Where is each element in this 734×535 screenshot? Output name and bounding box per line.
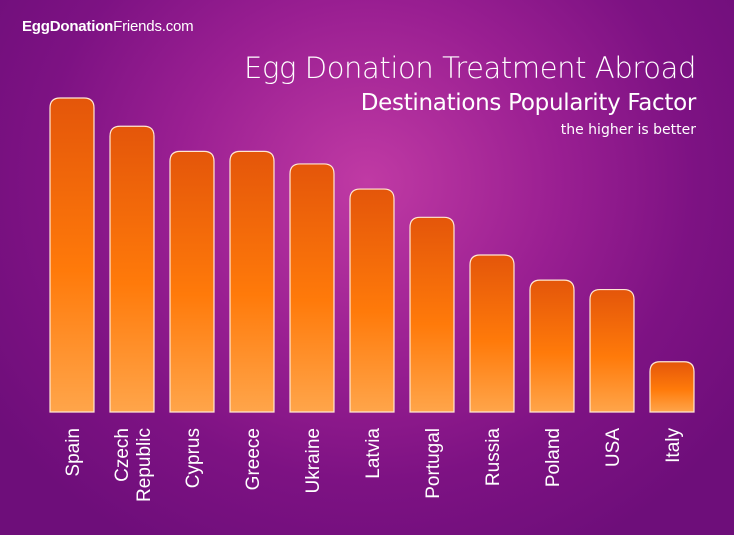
brand-name-regular: Friends.com — [113, 18, 194, 35]
tick-label-cyprus: Cyprus — [183, 428, 204, 488]
tick-label-latvia: Latvia — [363, 428, 384, 479]
x-axis-labels: Spain CzechRepublic Cyprus Greece Ukraine Lat… — [63, 428, 684, 502]
bar-russia — [469, 254, 515, 413]
brand-logo: EggDonationFriends.com — [22, 18, 194, 35]
chart-note: the higher is better — [560, 122, 696, 138]
chart-subtitle: Destinations Popularity Factor — [360, 90, 697, 116]
bar-spain — [49, 97, 95, 413]
bar-czech-republic — [109, 125, 155, 413]
bar-portugal — [409, 216, 455, 413]
tick-label-czech-republic: CzechRepublic — [112, 428, 155, 502]
bar-cyprus — [169, 150, 215, 413]
tick-label-ukraine: Ukraine — [303, 428, 324, 493]
bar-greece — [229, 150, 275, 413]
chart-title: Egg Donation Treatment Abroad — [244, 51, 696, 85]
bar-latvia — [349, 188, 395, 413]
bars-group — [49, 97, 695, 413]
tick-label-portugal: Portugal — [423, 428, 444, 499]
tick-label-poland: Poland — [543, 428, 564, 487]
tick-label-spain: Spain — [63, 428, 84, 477]
tick-label-russia: Russia — [483, 428, 504, 487]
bar-poland — [529, 279, 575, 413]
tick-label-usa: USA — [603, 428, 624, 467]
bar-usa — [589, 288, 635, 413]
brand-name-bold: EggDonation — [22, 18, 114, 35]
tick-label-greece: Greece — [243, 428, 264, 490]
bar-italy — [649, 361, 695, 413]
bar-ukraine — [289, 163, 335, 413]
tick-label-italy: Italy — [663, 428, 684, 463]
